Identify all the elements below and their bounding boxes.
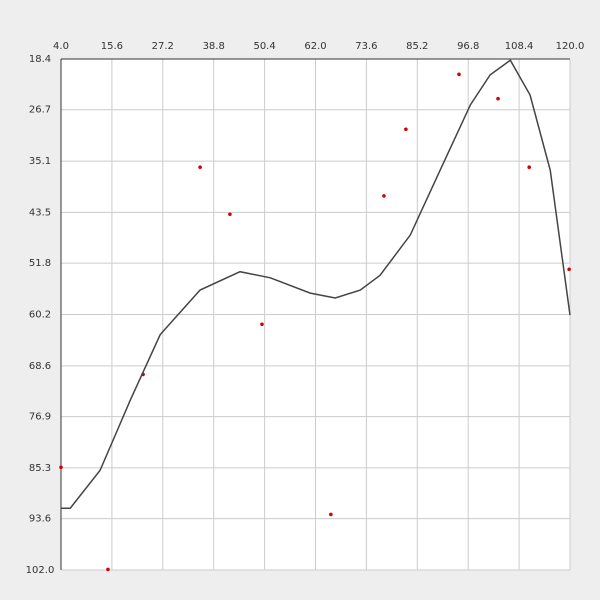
point <box>106 567 110 572</box>
x-tick-label: 96.8 <box>457 41 479 52</box>
y-tick-label: 68.6 <box>29 361 51 372</box>
point <box>228 212 232 217</box>
x-tick-label: 85.2 <box>406 41 428 52</box>
y-tick-label: 93.6 <box>29 514 51 525</box>
point <box>198 165 202 169</box>
point <box>59 465 63 470</box>
point <box>527 165 531 169</box>
y-tick-label: 76.9 <box>29 412 51 423</box>
y-tick-label: 35.1 <box>29 156 51 167</box>
point <box>382 194 386 198</box>
x-tick-label: 62.0 <box>304 41 326 52</box>
x-tick-label: 27.2 <box>152 41 174 52</box>
y-tick-label: 102.0 <box>26 565 55 576</box>
point <box>329 512 333 517</box>
point <box>404 127 408 132</box>
x-tick-label: 38.8 <box>203 41 225 52</box>
point <box>457 72 461 77</box>
x-tick-label: 120.0 <box>556 41 585 52</box>
y-tick-label: 85.3 <box>29 463 51 474</box>
y-tick-label: 51.8 <box>29 258 51 269</box>
y-tick-label: 60.2 <box>29 310 51 321</box>
point <box>567 267 571 272</box>
x-tick-label: 15.6 <box>101 41 123 52</box>
x-tick-label: 73.6 <box>355 41 377 52</box>
x-tick-label: 4.0 <box>53 41 69 52</box>
y-tick-label: 43.5 <box>29 207 51 218</box>
fit-line <box>61 59 571 510</box>
y-tick-label: 18.4 <box>29 54 51 65</box>
x-tick-label: 108.4 <box>505 41 534 52</box>
point <box>260 322 264 327</box>
x-tick-label: 50.4 <box>253 41 275 52</box>
y-tick-label: 26.7 <box>29 105 51 116</box>
point <box>496 96 500 101</box>
